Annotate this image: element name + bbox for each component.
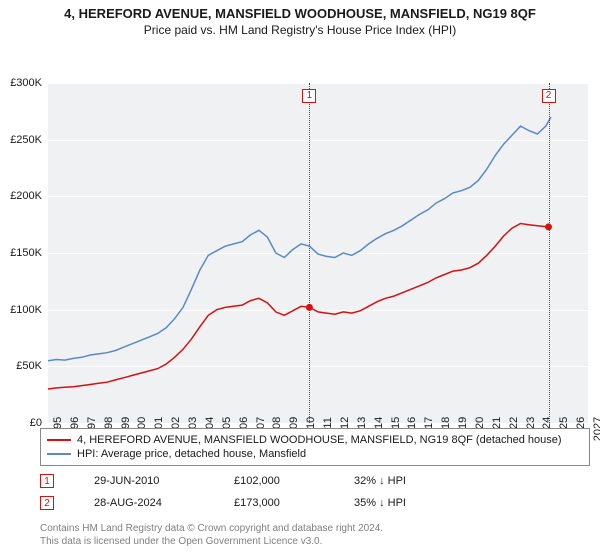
sale-marker-badge: 2 [542, 89, 556, 103]
chart-area: £0£50K£100K£150K£200K£250K£300K199519961… [0, 41, 600, 421]
legend-item: HPI: Average price, detached house, Mans… [47, 447, 583, 461]
legend-swatch [47, 439, 71, 441]
legend-label: 4, HEREFORD AVENUE, MANSFIELD WOODHOUSE,… [77, 434, 562, 446]
footer-line1: Contains HM Land Registry data © Crown c… [40, 522, 383, 535]
sale-row-date: 28-AUG-2024 [94, 497, 194, 509]
chart-svg [0, 41, 598, 433]
legend: 4, HEREFORD AVENUE, MANSFIELD WOODHOUSE,… [40, 428, 590, 466]
footer-attribution: Contains HM Land Registry data © Crown c… [40, 522, 383, 548]
sale-row-badge: 2 [40, 496, 54, 510]
sale-row-pct: 32% ↓ HPI [354, 475, 406, 487]
legend-item: 4, HEREFORD AVENUE, MANSFIELD WOODHOUSE,… [47, 433, 583, 447]
sale-marker-badge: 1 [302, 89, 316, 103]
legend-swatch [47, 453, 71, 455]
sale-row-badge: 1 [40, 474, 54, 488]
legend-label: HPI: Average price, detached house, Mans… [77, 448, 306, 460]
sale-row-pct: 35% ↓ HPI [354, 497, 406, 509]
chart-subtitle: Price paid vs. HM Land Registry's House … [0, 21, 600, 41]
sale-row-price: £102,000 [234, 475, 314, 487]
sale-row: 1 29-JUN-2010 £102,000 32% ↓ HPI [40, 470, 406, 492]
sale-row-date: 29-JUN-2010 [94, 475, 194, 487]
sale-marker-line [549, 83, 550, 423]
sale-row: 2 28-AUG-2024 £173,000 35% ↓ HPI [40, 492, 406, 514]
chart-title: 4, HEREFORD AVENUE, MANSFIELD WOODHOUSE,… [0, 0, 600, 21]
sale-row-price: £173,000 [234, 497, 314, 509]
series-price_paid [48, 224, 549, 390]
footer-line2: This data is licensed under the Open Gov… [40, 535, 383, 548]
sales-table: 1 29-JUN-2010 £102,000 32% ↓ HPI 2 28-AUG-202… [40, 470, 406, 514]
sale-marker-line [309, 83, 310, 423]
series-hpi [48, 117, 551, 361]
